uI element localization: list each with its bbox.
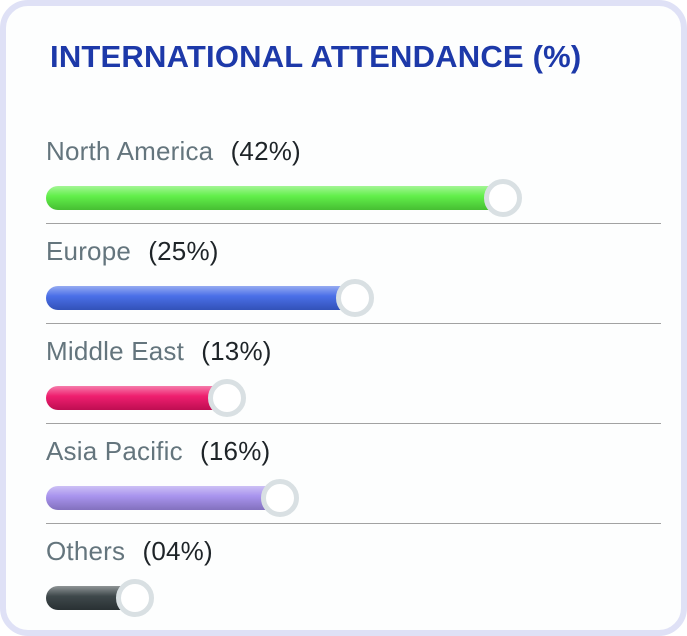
region-label: Europe	[46, 236, 132, 266]
slider-handle[interactable]	[261, 479, 299, 517]
region-labels: Others (04%)	[46, 536, 661, 566]
region-labels: Europe (25%)	[46, 236, 661, 266]
row-divider	[46, 523, 661, 524]
card-content: INTERNATIONAL ATTENDANCE (%) North Ameri…	[6, 6, 681, 617]
region-labels: Middle East (13%)	[46, 336, 661, 366]
attendance-slider	[46, 379, 661, 417]
slider-fill	[46, 486, 280, 510]
slider-handle[interactable]	[208, 379, 246, 417]
region-value: (42%)	[230, 136, 301, 166]
region-value: (25%)	[148, 236, 219, 266]
row-divider	[46, 423, 661, 424]
region-value: (13%)	[201, 336, 272, 366]
attendance-slider	[46, 279, 661, 317]
region-row: North America (42%)	[46, 136, 661, 224]
attendance-slider	[46, 479, 661, 517]
region-label: Asia Pacific	[46, 436, 183, 466]
region-labels: North America (42%)	[46, 136, 661, 166]
slider-handle[interactable]	[336, 279, 374, 317]
region-row: Europe (25%)	[46, 236, 661, 324]
region-row: Asia Pacific (16%)	[46, 436, 661, 524]
slider-handle[interactable]	[484, 179, 522, 217]
row-divider	[46, 223, 661, 224]
chart-title: INTERNATIONAL ATTENDANCE (%)	[50, 39, 582, 74]
region-row: Middle East (13%)	[46, 336, 661, 424]
row-divider	[46, 323, 661, 324]
slider-fill	[46, 186, 503, 210]
attendance-slider	[46, 179, 661, 217]
region-label: Middle East	[46, 336, 185, 366]
attendance-slider	[46, 579, 661, 617]
region-value: (16%)	[200, 436, 271, 466]
region-rows: North America (42%) Europe (25%) Middle …	[46, 136, 661, 617]
slider-fill	[46, 386, 227, 410]
slider-handle[interactable]	[116, 579, 154, 617]
region-label: Others	[46, 536, 126, 566]
region-value: (04%)	[142, 536, 213, 566]
region-labels: Asia Pacific (16%)	[46, 436, 661, 466]
region-label: North America	[46, 136, 214, 166]
slider-fill	[46, 286, 355, 310]
region-row: Others (04%)	[46, 536, 661, 617]
